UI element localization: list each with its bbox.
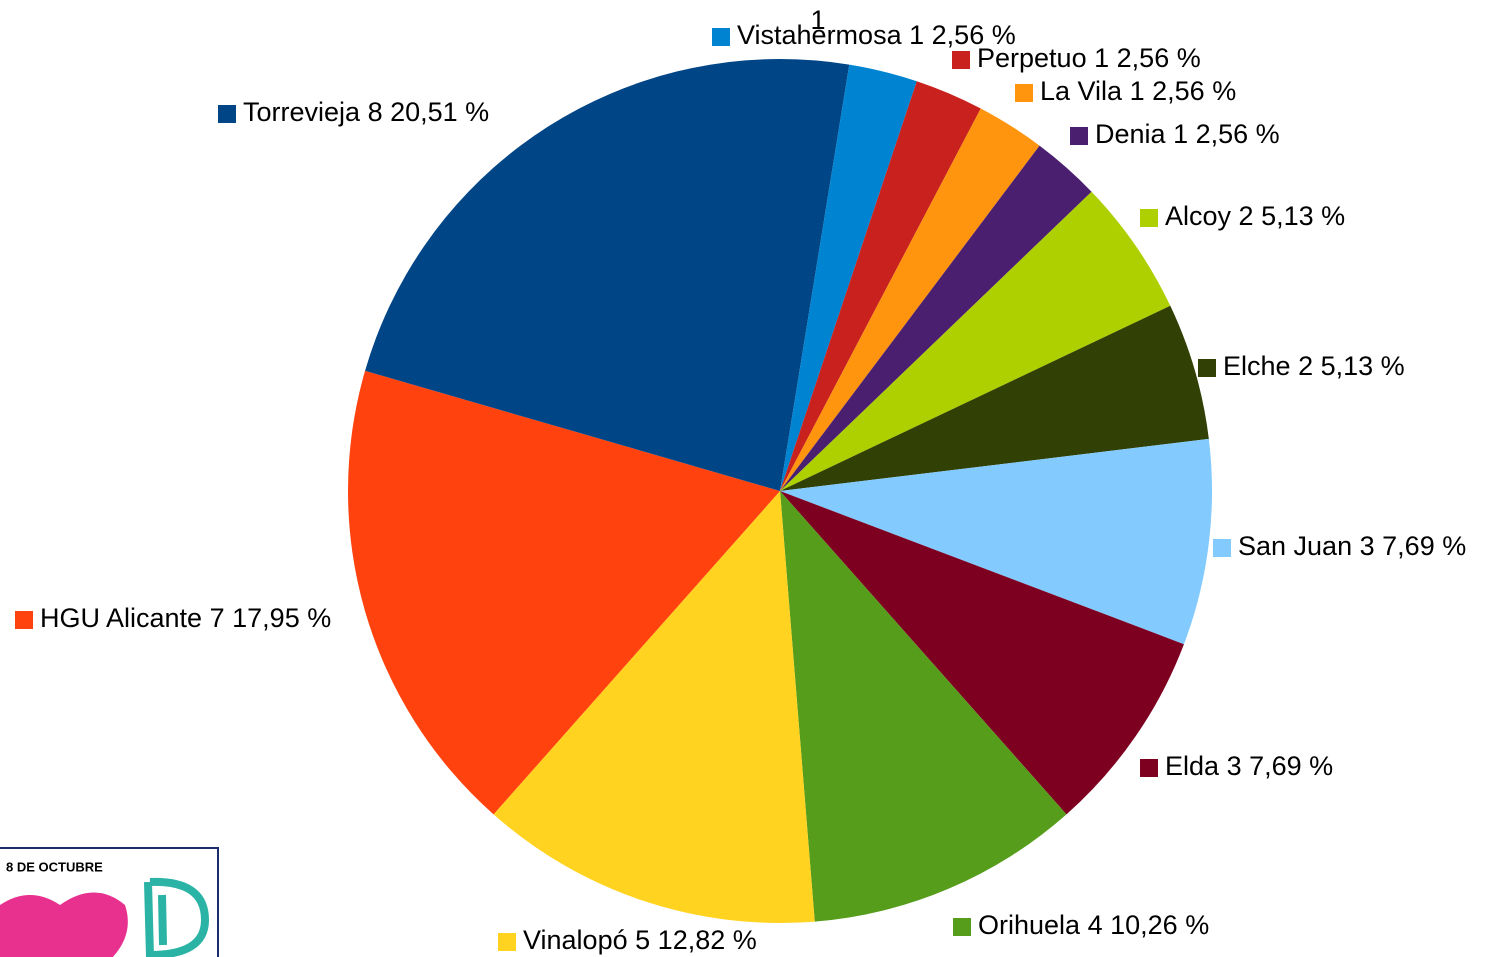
data-label: Denia 1 2,56 % — [1095, 119, 1280, 149]
label-value: 3 — [1227, 751, 1242, 781]
label-percent: 2,56 % — [1152, 76, 1236, 106]
label-value: 8 — [368, 97, 383, 127]
logo-text: 8 DE OCTUBRE — [6, 859, 103, 874]
label-value: 4 — [1088, 910, 1103, 940]
legend-swatch — [1198, 359, 1216, 377]
data-label: HGU Alicante 7 17,95 % — [40, 603, 331, 633]
label-percent: 10,26 % — [1110, 910, 1209, 940]
legend-swatch — [1140, 759, 1158, 777]
label-name: Elche — [1223, 351, 1291, 381]
label-value: 1 — [1094, 43, 1109, 73]
label-percent: 5,13 % — [1261, 201, 1345, 231]
legend-swatch — [498, 933, 516, 951]
label-value: 1 — [909, 20, 924, 50]
label-value: 2 — [1239, 201, 1254, 231]
legend-swatch — [1140, 209, 1158, 227]
data-label: San Juan 3 7,69 % — [1238, 531, 1466, 561]
legend-swatch — [15, 611, 33, 629]
label-value: 1 — [1130, 76, 1145, 106]
legend-swatch — [1070, 127, 1088, 145]
label-value: 5 — [635, 925, 650, 955]
label-value: 7 — [210, 603, 225, 633]
label-name: Orihuela — [978, 910, 1081, 940]
label-percent: 7,69 % — [1382, 531, 1466, 561]
label-percent: 7,69 % — [1249, 751, 1333, 781]
label-percent: 12,82 % — [658, 925, 757, 955]
legend-swatch — [712, 28, 730, 46]
label-percent: 20,51 % — [390, 97, 489, 127]
legend-swatch — [1015, 84, 1033, 102]
legend-swatch — [952, 51, 970, 69]
data-label: Vinalopó 5 12,82 % — [523, 925, 757, 955]
label-name: Perpetuo — [977, 43, 1087, 73]
label-name: Vistahermosa — [737, 20, 903, 50]
label-percent: 17,95 % — [232, 603, 331, 633]
data-label: Vistahermosa 1 2,56 % — [737, 20, 1016, 50]
label-value: 3 — [1360, 531, 1375, 561]
label-value: 1 — [1173, 119, 1188, 149]
label-percent: 5,13 % — [1321, 351, 1405, 381]
chart: 8 DE OCTUBRE 1Vistahermosa 1 2,56 %Perpe… — [0, 0, 1492, 957]
data-label: Elda 3 7,69 % — [1165, 751, 1333, 781]
label-percent: 2,56 % — [1196, 119, 1280, 149]
label-name: Vinalopó — [523, 925, 628, 955]
data-label: Torrevieja 8 20,51 % — [243, 97, 489, 127]
legend-swatch — [953, 918, 971, 936]
label-name: San Juan — [1238, 531, 1352, 561]
pie — [348, 59, 1212, 923]
label-name: Denia — [1095, 119, 1167, 149]
data-label: Elche 2 5,13 % — [1223, 351, 1405, 381]
label-percent: 2,56 % — [1117, 43, 1201, 73]
data-label: La Vila 1 2,56 % — [1040, 76, 1236, 106]
label-name: Alcoy — [1165, 201, 1232, 231]
data-label: Alcoy 2 5,13 % — [1165, 201, 1345, 231]
label-name: Torrevieja — [243, 97, 361, 127]
label-name: La Vila — [1040, 76, 1123, 106]
legend-swatch — [218, 105, 236, 123]
logo: 8 DE OCTUBRE — [0, 848, 218, 957]
data-label: Perpetuo 1 2,56 % — [977, 43, 1201, 73]
legend-swatch — [1213, 539, 1231, 557]
label-name: Elda — [1165, 751, 1220, 781]
label-value: 2 — [1298, 351, 1313, 381]
label-name: HGU Alicante — [40, 603, 202, 633]
data-label: Orihuela 4 10,26 % — [978, 910, 1209, 940]
